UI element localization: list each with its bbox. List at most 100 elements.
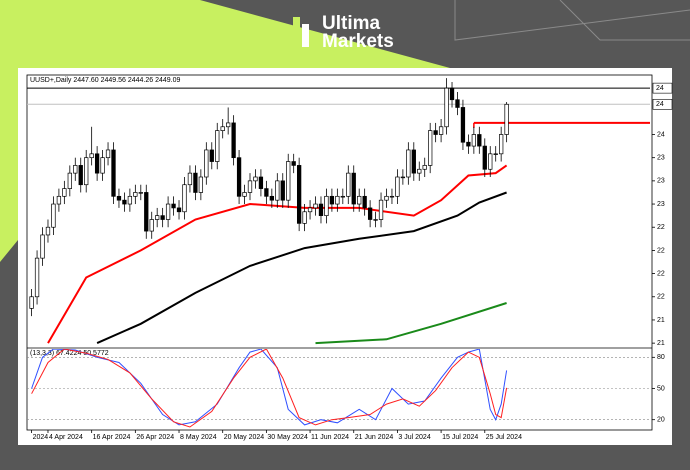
candle-body [340,195,345,198]
candle-body [362,195,367,209]
candle-body [51,203,56,228]
candle-body [171,203,176,209]
candle-body [40,234,45,259]
candle-body [357,195,362,205]
candle-body [116,195,122,201]
candle-body [307,207,313,213]
x-tick-label: 26 Apr 2024 [136,434,174,441]
candle-body [367,207,373,220]
candle-body [466,141,471,147]
y-tick-label: 21 [657,340,665,347]
candle-body [160,215,165,220]
candle-body [400,176,406,179]
candle-body [89,153,94,159]
candle-body [193,172,198,193]
candle-body [133,192,138,197]
candle-body [94,153,100,174]
x-tick-label: 2024 [33,434,49,441]
candle-body [335,195,340,205]
candle-body [499,134,504,155]
y-tick-label: 23 [657,178,665,185]
y-tick-label: 22 [657,224,665,231]
candle-body [411,149,416,174]
logo-mark [293,17,300,47]
candle-body [138,192,143,194]
x-tick-label: 3 Jul 2024 [398,434,430,441]
candle-body [275,180,280,201]
candle-body [220,126,225,131]
x-tick-label: 21 Jun 2024 [355,434,394,441]
x-tick-label: 30 May 2024 [267,434,308,441]
candle-body [438,126,444,135]
x-tick-label: 11 Jun 2024 [311,434,349,441]
candle-body [73,165,78,174]
candle-body [318,203,324,216]
y-tick-label: 22 [657,247,665,254]
candle-body [471,134,477,147]
candle-body [122,199,127,205]
candle-body [247,180,253,193]
deco-line [454,0,690,41]
x-tick-label: 25 Jul 2024 [486,434,522,441]
candle-body [477,134,482,147]
candle-body [111,149,116,197]
y-tick-label: 22 [657,270,665,277]
candle-body [236,157,242,197]
candle-body [313,203,318,209]
stochastic-line [31,349,508,428]
price-box-label: 24 [656,101,664,108]
candle-body [100,157,105,174]
candle-body [62,188,67,197]
candle-body [395,176,400,197]
candle-body [78,165,83,186]
y-tick-label: 24 [657,131,665,138]
candle-body [286,161,291,201]
candle-body [67,172,72,189]
candle-body [84,157,89,186]
candle-body [324,195,329,216]
candle-body [253,176,258,182]
candle-body [155,215,160,220]
candle-body [291,161,296,166]
candle-body [433,130,438,135]
candle-body [209,149,214,162]
candle-body [56,195,62,205]
axes: 24 23 23 23 22 22 22 22 21 21 24 24 2024 4 Apr 2024 16… [31,82,673,441]
brand-line: Ultima [322,13,381,34]
chart-header: UUSD+,Daily 2447.60 2449.56 2444.26 2449… [30,77,181,84]
candle-body [198,176,204,193]
plot-frame [26,74,653,431]
price-box [652,98,673,110]
y-tick-label: 50 [657,385,665,392]
price-pane [27,78,650,345]
candle-body [373,219,378,221]
candle-body [144,192,149,232]
logo: Ultima Markets [293,13,394,52]
candle-body [504,103,509,135]
candle-body [422,165,427,170]
candle-body [296,165,302,224]
candle-body [231,122,236,159]
moving-average [315,302,507,345]
accent-shape [0,0,450,262]
indicator-header: (13,3,3) 67.4224 50.5772 [30,350,109,357]
candle-body [242,192,247,197]
candle-body [406,149,411,178]
deco-line [559,0,690,41]
y-tick-label: 23 [657,155,665,162]
candle-body [417,168,422,174]
candle-body [176,207,182,213]
candle-body [460,107,466,143]
candle-body [204,149,209,178]
candle-body [482,145,487,170]
y-tick-label: 21 [657,317,665,324]
candle-body [187,172,193,186]
candle-body [215,130,220,162]
candle-body [378,199,384,220]
x-tick-label: 8 May 2024 [180,434,217,441]
candle-body [488,153,493,170]
candle-body [45,226,51,236]
candle-body [29,296,34,309]
candle-body [455,99,460,108]
